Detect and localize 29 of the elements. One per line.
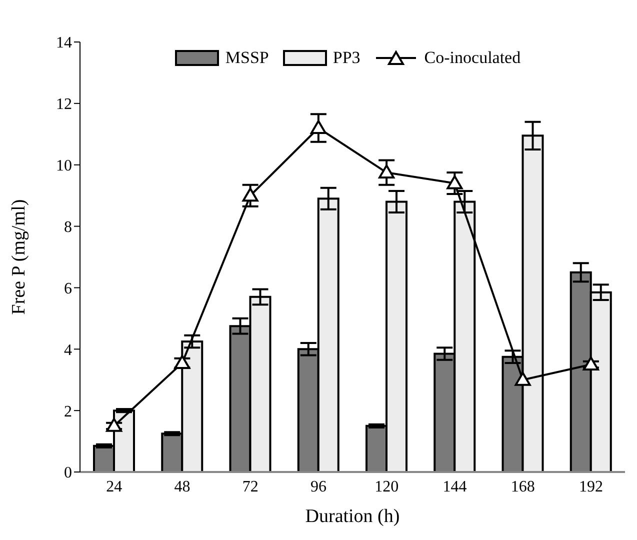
point bbox=[582, 356, 599, 370]
legend-label: MSSP bbox=[225, 48, 269, 68]
x-tick-label: 192 bbox=[578, 478, 603, 496]
x-axis-title: Duration (h) bbox=[305, 506, 400, 527]
y-tick-label: 12 bbox=[56, 96, 72, 114]
y-tick-label: 6 bbox=[64, 280, 72, 298]
y-tick-label: 2 bbox=[64, 403, 72, 420]
point bbox=[514, 372, 531, 386]
x-tick-label: 96 bbox=[310, 478, 326, 496]
legend-label: PP3 bbox=[332, 48, 360, 68]
y-axis-title: Free P (mg/ml) bbox=[8, 199, 30, 315]
x-tick-label: 72 bbox=[242, 478, 258, 496]
y-tick-label: 14 bbox=[56, 34, 72, 52]
y-tick-label: 8 bbox=[64, 218, 72, 236]
x-tick-label: 48 bbox=[174, 478, 190, 496]
y-tick-label: 0 bbox=[64, 464, 72, 482]
point bbox=[174, 354, 190, 369]
point bbox=[446, 175, 463, 190]
point bbox=[310, 120, 326, 134]
y-tick-label: 10 bbox=[56, 158, 72, 175]
x-tick-label: 24 bbox=[106, 478, 122, 496]
x-tick-label: 144 bbox=[442, 478, 467, 496]
point bbox=[378, 164, 395, 179]
y-tick-label: 4 bbox=[64, 342, 72, 359]
point bbox=[242, 188, 258, 202]
point bbox=[106, 418, 122, 432]
x-tick-label: 168 bbox=[510, 478, 535, 496]
x-tick-label: 120 bbox=[374, 478, 399, 496]
legend-label: Co-inoculated bbox=[424, 48, 521, 68]
